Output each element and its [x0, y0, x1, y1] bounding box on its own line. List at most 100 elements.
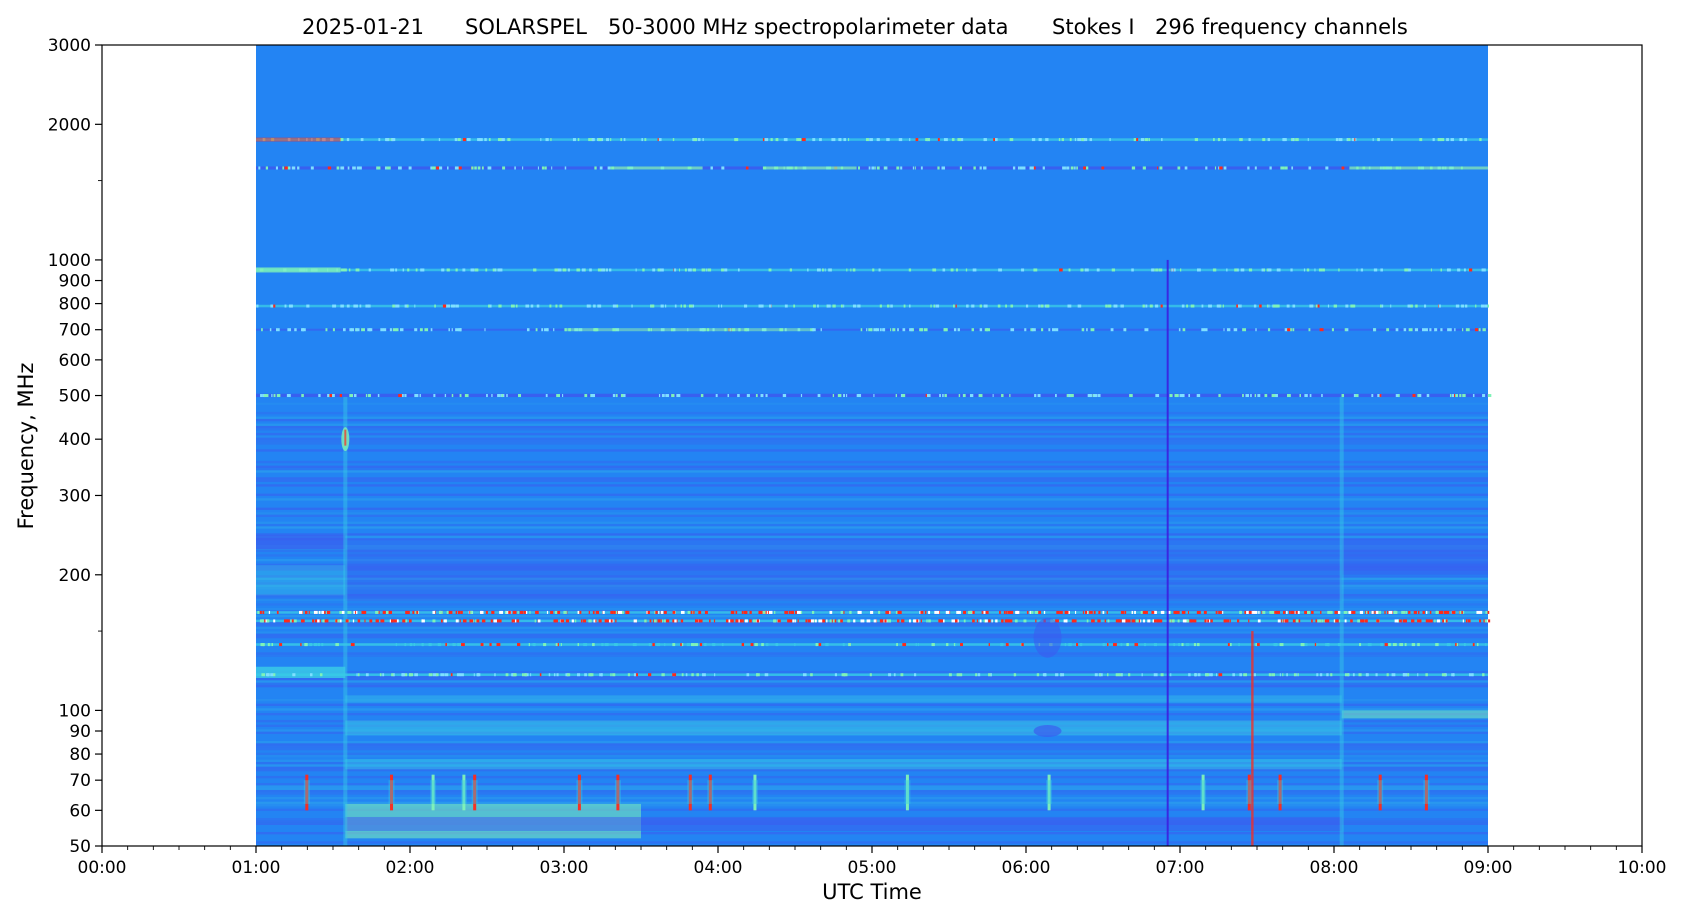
rfi-speckle	[522, 673, 524, 677]
rfi-speckle	[555, 619, 558, 623]
rfi-speckle	[884, 619, 887, 623]
rfi-speckle	[777, 619, 781, 623]
rfi-speckle	[1196, 394, 1201, 398]
burst-6	[616, 774, 620, 811]
rfi-speckle	[870, 328, 873, 332]
rfi-speckle	[406, 304, 409, 308]
rfi-speckle	[814, 619, 817, 623]
rfi-speckle	[1186, 304, 1189, 308]
rfi-speckle	[523, 673, 527, 677]
rfi-speckle	[607, 166, 611, 170]
rfi-speckle	[1424, 304, 1427, 308]
rfi-speckle	[612, 394, 616, 398]
rfi-speckle	[767, 610, 770, 614]
texture-band	[256, 626, 1488, 629]
rfi-speckle	[591, 138, 595, 142]
rfi-speckle	[984, 619, 988, 623]
rfi-speckle	[1384, 610, 1386, 614]
rfi-speckle	[1413, 610, 1417, 614]
rfi-speckle	[951, 619, 956, 623]
rfi-speckle	[633, 619, 637, 623]
rfi-speckle	[1105, 304, 1108, 308]
rfi-speckle	[1291, 610, 1295, 614]
y-tick-label-7: 300	[59, 486, 91, 506]
rfi-speckle	[1399, 619, 1402, 623]
rfi-speckle	[1051, 328, 1056, 332]
rfi-speckle	[532, 643, 536, 647]
rfi-speckle	[299, 610, 303, 614]
rfi-speckle	[276, 610, 279, 614]
rfi-speckle	[990, 673, 992, 677]
rfi-speckle	[1379, 394, 1382, 398]
burst-glow-1	[388, 780, 395, 804]
rfi-speckle	[1014, 673, 1017, 677]
rfi-speckle	[953, 643, 956, 647]
rfi-speckle	[1194, 619, 1197, 623]
rfi-speckle	[1032, 166, 1034, 170]
rfi-speckle	[698, 138, 701, 142]
rfi-speckle	[1062, 166, 1066, 170]
rfi-speckle	[546, 610, 549, 614]
rfi-speckle	[601, 643, 604, 647]
rfi-speckle	[1321, 619, 1324, 623]
rfi-speckle	[1447, 328, 1451, 332]
texture-band	[256, 423, 1488, 426]
rfi-speckle	[1434, 328, 1438, 332]
x-axis: 00:00 01:00 02:00 03:00 04:00 05:00 06:00 07:00…	[78, 846, 1667, 878]
rfi-speckle	[1124, 619, 1128, 623]
rfi-speckle	[491, 394, 493, 398]
rfi-speckle	[1247, 166, 1250, 170]
texture-band	[256, 712, 1488, 716]
x-tick-label-5: 05:00	[848, 858, 897, 878]
rfi-speckle	[1451, 673, 1455, 677]
rfi-speckle	[893, 673, 896, 677]
rfi-speckle	[1135, 619, 1139, 623]
rfi-speckle	[481, 619, 486, 623]
rfi-speckle	[749, 610, 752, 614]
rfi-speckle	[580, 619, 583, 623]
rfi-speckle	[920, 610, 924, 614]
rfi-speckle	[1435, 643, 1439, 647]
rfi-speckle	[1357, 619, 1361, 623]
rfi-speckle	[398, 394, 402, 398]
rfi-speckle	[458, 328, 462, 332]
early-band-235	[256, 535, 346, 550]
rfi-speckle	[517, 643, 521, 647]
rfi-speckle	[687, 610, 691, 614]
rfi-speckle	[1240, 268, 1245, 272]
rfi-speckle	[1194, 138, 1198, 142]
rfi-speckle	[960, 673, 963, 677]
rfi-speckle	[654, 610, 656, 614]
rfi-speckle	[455, 268, 458, 272]
rfi-speckle	[286, 394, 291, 398]
rfi-speckle	[706, 268, 708, 272]
rfi-speckle	[318, 394, 321, 398]
rfi-speckle	[1246, 610, 1250, 614]
rfi-speckle	[1056, 610, 1060, 614]
rfi-speckle	[1021, 268, 1025, 272]
rfi-speckle	[1029, 166, 1033, 170]
rfi-speckle	[337, 619, 340, 623]
rfi-speckle	[406, 610, 410, 614]
y-tick-label-13: 900	[59, 272, 91, 292]
rfi-speckle	[1441, 610, 1444, 614]
rfi-speckle	[270, 673, 274, 677]
rfi-speckle	[690, 268, 692, 272]
rfi-speckle	[395, 268, 398, 272]
rfi-speckle	[1073, 619, 1077, 623]
rfi-speckle	[1451, 610, 1456, 614]
rfi-speckle	[413, 643, 416, 647]
rfi-speckle	[1181, 610, 1186, 614]
rfi-speckle	[1219, 166, 1223, 170]
rfi-speckle	[1256, 643, 1260, 647]
band-75	[345, 759, 1342, 770]
texture-band	[256, 411, 1488, 415]
rfi-speckle	[790, 268, 793, 272]
rfi-speckle	[797, 138, 802, 142]
rfi-speckle	[727, 394, 730, 398]
rfi-speckle	[1442, 619, 1445, 623]
rfi-speckle	[812, 328, 816, 332]
rfi-speckle	[737, 394, 740, 398]
rfi-speckle	[563, 610, 567, 614]
rfi-speckle	[958, 394, 961, 398]
